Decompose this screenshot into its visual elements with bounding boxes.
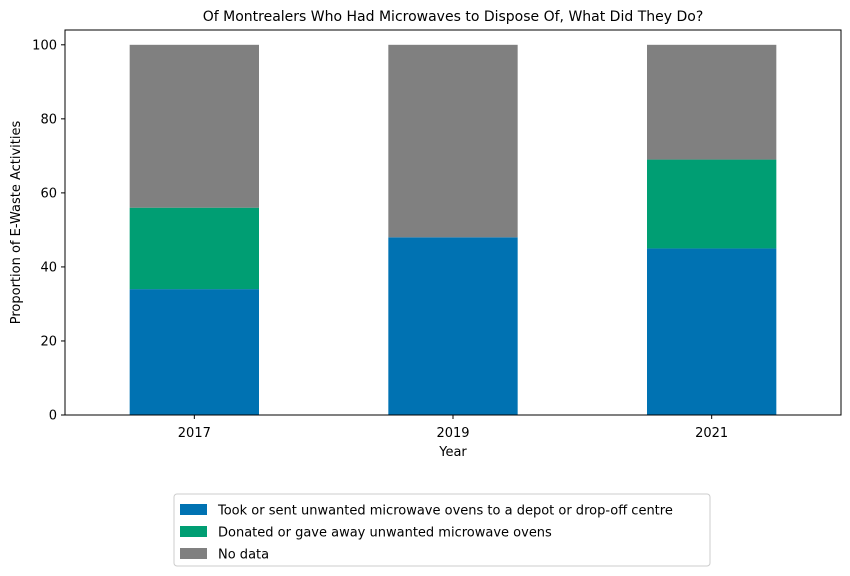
y-tick-label: 20 — [40, 334, 57, 349]
y-tick-label: 80 — [40, 112, 57, 127]
x-tick-label: 2019 — [436, 426, 469, 441]
chart-title: Of Montrealers Who Had Microwaves to Dis… — [203, 9, 704, 25]
bar-2019-series-0 — [388, 237, 518, 415]
bar-2021-series-1 — [647, 159, 777, 249]
legend-swatch-0 — [180, 504, 207, 515]
bar-2017-series-2 — [129, 44, 259, 208]
x-tick-label: 2017 — [178, 426, 211, 441]
bar-2021-series-2 — [647, 44, 777, 160]
legend-swatch-1 — [180, 526, 207, 537]
bar-2017-series-1 — [129, 207, 259, 290]
x-axis-label: Year — [438, 445, 467, 460]
y-tick-label: 60 — [40, 186, 57, 201]
y-axis-label: Proportion of E-Waste Activities — [9, 121, 24, 325]
x-axis: 2017 2019 2021 — [178, 415, 728, 441]
y-tick-label: 0 — [49, 409, 57, 424]
legend-frame — [173, 493, 711, 567]
legend: Took or sent unwanted microwave ovens to… — [173, 493, 711, 567]
legend-label-2: No data — [218, 548, 269, 563]
bars-layer — [129, 44, 777, 415]
y-tick-label: 100 — [32, 38, 57, 53]
y-axis: 0 20 40 60 80 100 — [32, 38, 65, 424]
legend-entries: Took or sent unwanted microwave ovens to… — [180, 504, 673, 563]
y-tick-label: 40 — [40, 260, 57, 275]
bar-2019-series-2 — [388, 44, 518, 238]
bar-2017-series-0 — [129, 289, 259, 415]
legend-label-1: Donated or gave away unwanted microwave … — [218, 526, 552, 541]
legend-swatch-2 — [180, 548, 207, 559]
bar-2021-series-0 — [647, 248, 777, 415]
legend-label-0: Took or sent unwanted microwave ovens to… — [217, 504, 673, 519]
x-tick-label: 2021 — [695, 426, 728, 441]
